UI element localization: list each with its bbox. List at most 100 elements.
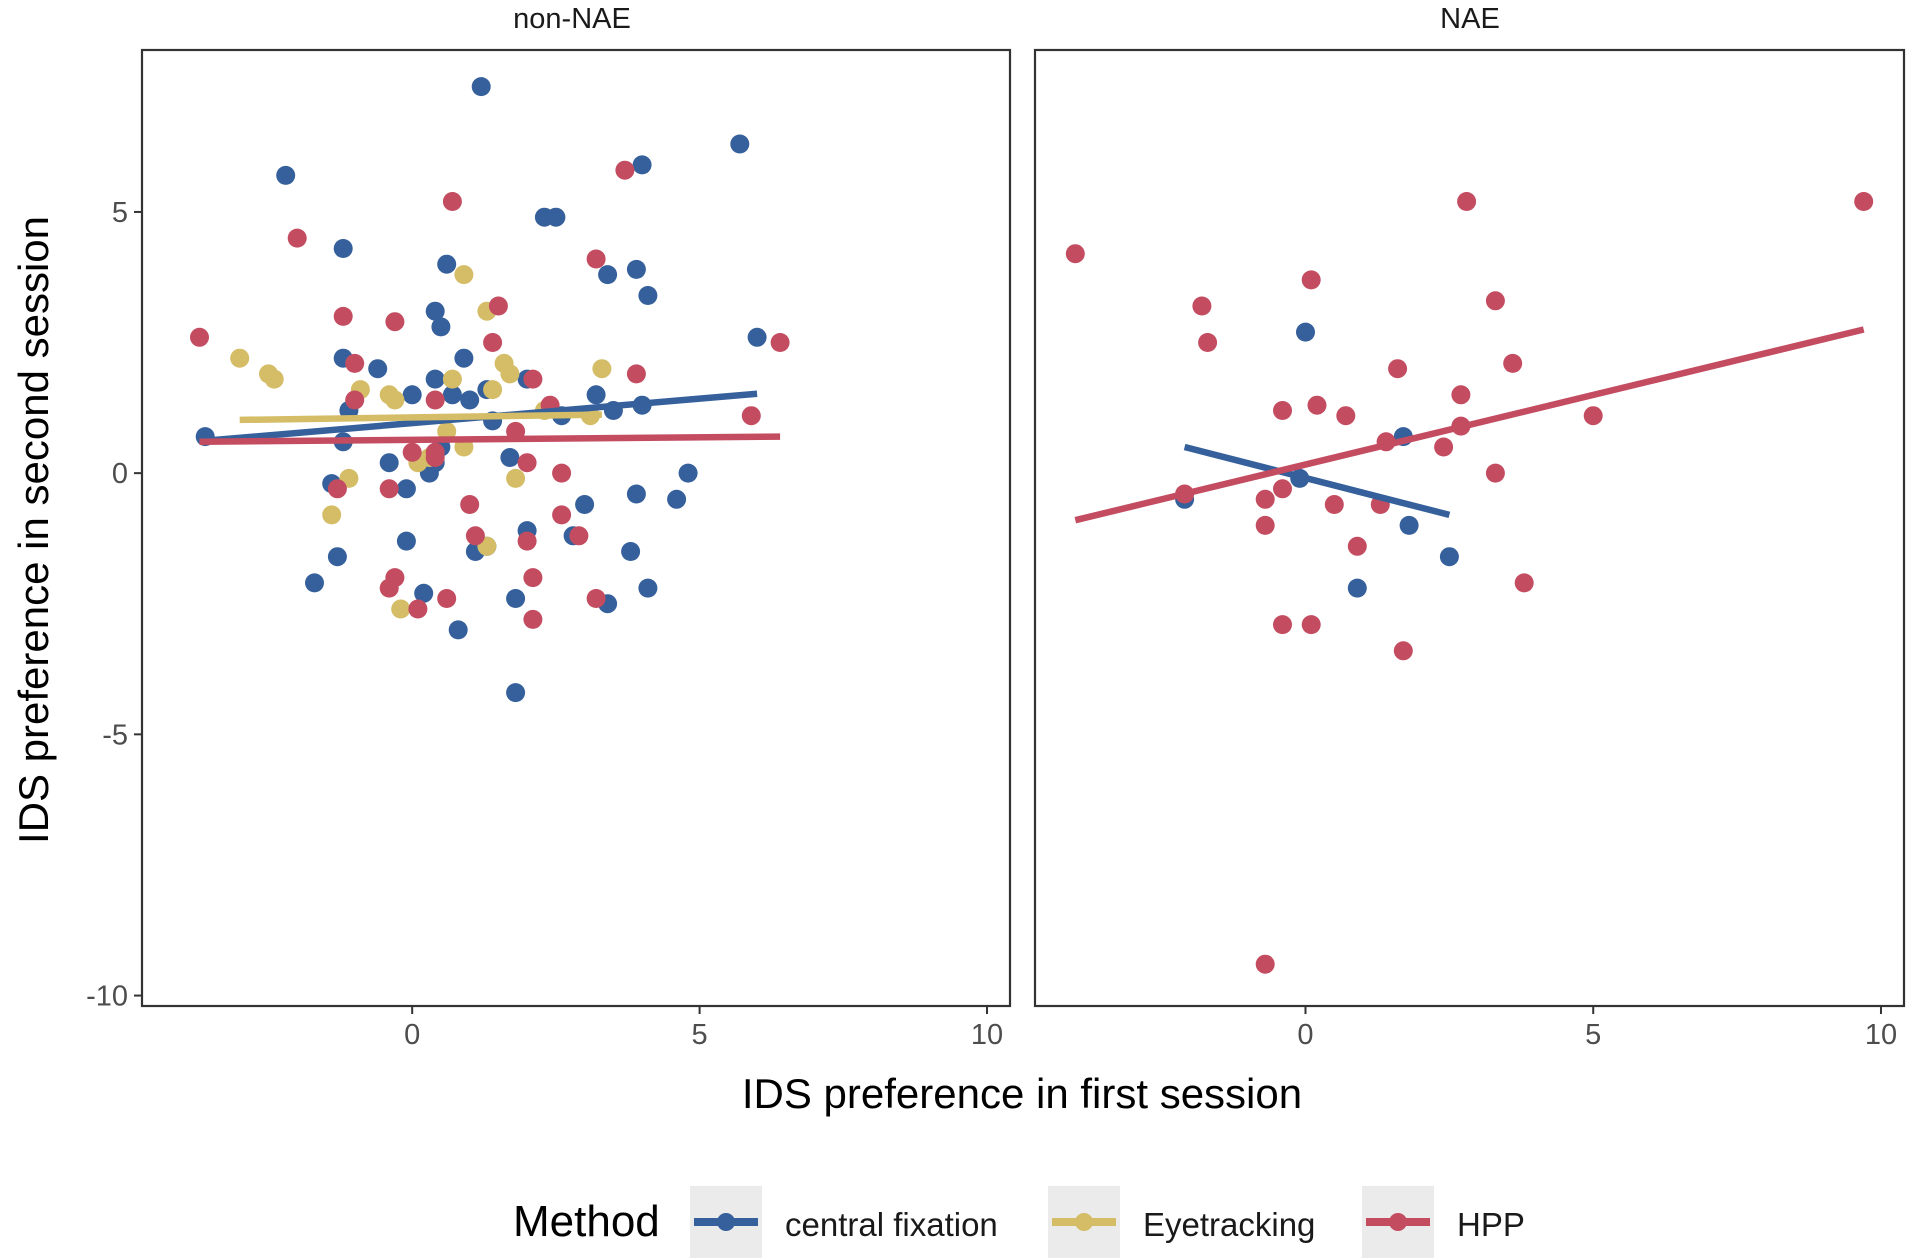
point-eyetracking xyxy=(322,505,342,525)
point-central-fixation xyxy=(575,495,595,514)
point-hpp xyxy=(1393,641,1413,661)
point-central-fixation xyxy=(471,77,491,97)
facet-title-non-nae: non-NAE xyxy=(513,3,631,35)
point-central-fixation xyxy=(431,317,451,337)
point-central-fixation xyxy=(621,542,641,561)
fit-line-hpp xyxy=(1074,326,1865,524)
y-tick-label: -10 xyxy=(86,981,128,1013)
point-eyetracking xyxy=(230,348,250,368)
point-hpp xyxy=(1198,333,1218,352)
point-central-fixation xyxy=(586,385,606,405)
facet-title-nae: NAE xyxy=(1440,3,1500,35)
point-hpp xyxy=(586,249,606,269)
point-central-fixation xyxy=(437,254,457,274)
point-hpp xyxy=(523,369,543,389)
point-central-fixation xyxy=(500,448,520,467)
point-central-fixation xyxy=(598,265,618,285)
point-hpp xyxy=(437,589,457,608)
x-axis-nae: 0 5 10 xyxy=(1297,1006,1897,1051)
point-central-fixation xyxy=(425,369,445,389)
x-tick-label: 0 xyxy=(1297,1019,1313,1051)
y-tick-label: 0 xyxy=(112,458,128,490)
legend-key-point xyxy=(1389,1213,1407,1231)
point-hpp xyxy=(333,306,353,326)
point-hpp xyxy=(190,327,209,347)
point-hpp xyxy=(1485,463,1505,483)
point-hpp xyxy=(569,526,589,546)
point-hpp xyxy=(442,192,462,211)
point-hpp xyxy=(1065,244,1085,264)
point-eyetracking xyxy=(437,421,457,441)
point-hpp xyxy=(1388,359,1408,379)
point-hpp xyxy=(425,390,445,410)
point-hpp xyxy=(379,578,399,598)
point-central-fixation xyxy=(506,589,526,608)
point-hpp xyxy=(626,364,646,384)
point-eyetracking xyxy=(391,599,411,619)
point-hpp xyxy=(483,333,503,352)
point-central-fixation xyxy=(454,348,474,368)
panel-border xyxy=(140,48,1012,1008)
point-central-fixation xyxy=(425,301,445,321)
panel-non-nae xyxy=(140,48,1012,1008)
point-hpp xyxy=(379,479,399,499)
point-hpp xyxy=(1514,573,1534,593)
point-hpp xyxy=(1583,406,1603,426)
point-central-fixation xyxy=(730,134,750,154)
point-central-fixation xyxy=(1399,515,1419,535)
point-central-fixation xyxy=(638,286,658,305)
legend-key-point xyxy=(717,1213,735,1231)
point-central-fixation xyxy=(678,463,698,483)
point-central-fixation xyxy=(448,620,468,640)
legend-item-central-fixation: central fixation xyxy=(690,1186,998,1258)
point-eyetracking xyxy=(385,390,405,410)
point-hpp xyxy=(523,609,543,629)
panel-nae xyxy=(1033,48,1906,1008)
point-central-fixation xyxy=(1347,578,1367,598)
point-eyetracking xyxy=(264,369,284,389)
legend-title: Method xyxy=(513,1197,660,1246)
legend-label: central fixation xyxy=(785,1206,998,1243)
x-tick-label: 0 xyxy=(404,1019,420,1051)
point-eyetracking xyxy=(592,359,612,379)
point-hpp xyxy=(1324,495,1344,514)
point-hpp xyxy=(345,390,365,410)
point-hpp xyxy=(425,448,445,467)
fit-line-eyetracking xyxy=(239,411,602,424)
point-central-fixation xyxy=(276,165,296,185)
point-central-fixation xyxy=(460,390,480,410)
point-hpp xyxy=(552,463,572,483)
point-hpp xyxy=(517,531,537,551)
point-hpp xyxy=(1301,270,1321,290)
legend: Method central fixation Eyetracking HPP xyxy=(513,1186,1525,1258)
point-hpp xyxy=(1273,479,1292,499)
point-hpp xyxy=(1457,192,1477,211)
legend-item-hpp: HPP xyxy=(1362,1186,1525,1258)
point-hpp xyxy=(1503,353,1523,373)
point-hpp xyxy=(402,442,422,462)
point-eyetracking xyxy=(483,380,503,400)
point-hpp xyxy=(741,406,761,426)
point-central-fixation xyxy=(667,489,687,509)
point-central-fixation xyxy=(626,484,646,504)
point-central-fixation xyxy=(1439,547,1459,567)
point-hpp xyxy=(1451,385,1471,405)
point-central-fixation xyxy=(333,239,353,258)
point-hpp xyxy=(1307,395,1327,415)
point-central-fixation xyxy=(327,547,347,567)
point-central-fixation xyxy=(638,578,658,598)
point-central-fixation xyxy=(396,479,416,499)
x-tick-label: 5 xyxy=(1585,1019,1601,1051)
point-hpp xyxy=(488,296,508,316)
point-central-fixation xyxy=(414,583,434,603)
point-hpp xyxy=(1434,437,1454,457)
point-hpp xyxy=(287,228,307,248)
legend-key-point xyxy=(1075,1213,1093,1231)
point-hpp xyxy=(1273,401,1292,420)
point-central-fixation xyxy=(379,453,399,473)
fit-line-hpp xyxy=(199,433,781,446)
point-eyetracking xyxy=(442,369,462,389)
point-hpp xyxy=(1347,536,1367,556)
point-hpp xyxy=(408,599,428,619)
